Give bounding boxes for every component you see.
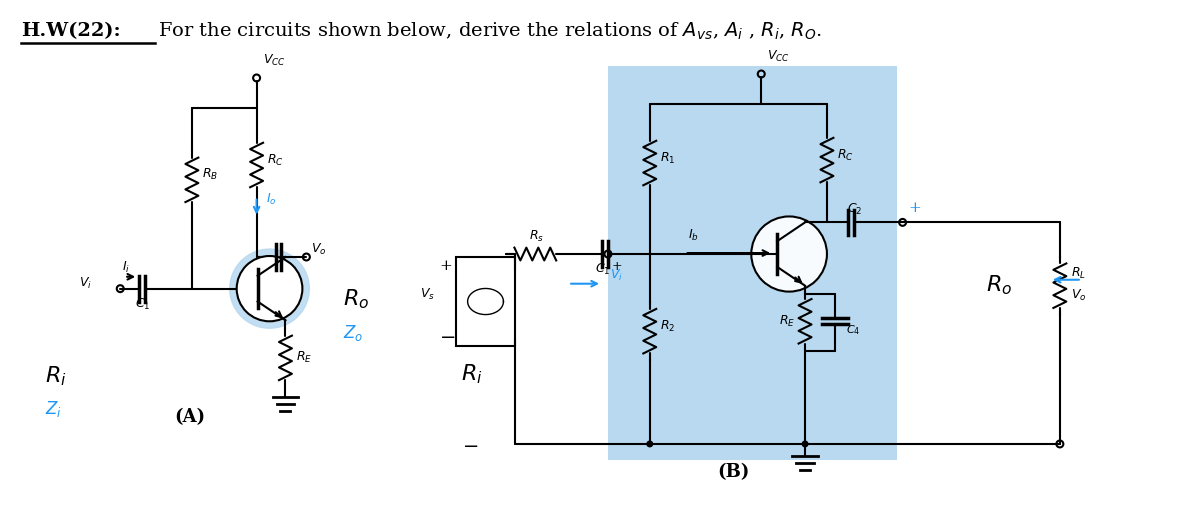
Text: $R_B$: $R_B$ (202, 168, 218, 182)
Text: $R_i$: $R_i$ (461, 363, 482, 386)
Text: (B): (B) (718, 463, 750, 481)
Text: $V_{CC}$: $V_{CC}$ (263, 53, 286, 68)
Text: $V_o$: $V_o$ (311, 242, 326, 257)
Text: $I_b$: $I_b$ (688, 228, 698, 243)
Text: $R_o$: $R_o$ (343, 287, 370, 311)
Text: $I_i$: $I_i$ (122, 260, 131, 275)
Text: $Z_o$: $Z_o$ (343, 323, 364, 343)
Text: $V_i$: $V_i$ (610, 268, 623, 283)
Circle shape (647, 441, 653, 447)
Circle shape (236, 256, 302, 321)
Text: H.W(22):: H.W(22): (20, 23, 120, 41)
Text: $C_2$: $C_2$ (275, 265, 290, 280)
Text: $R_E$: $R_E$ (296, 351, 313, 365)
Text: $C_1$: $C_1$ (595, 262, 611, 277)
Text: $R_o$: $R_o$ (986, 273, 1013, 297)
Text: $C_2$: $C_2$ (847, 201, 862, 216)
Circle shape (229, 249, 310, 328)
Text: −: − (463, 438, 479, 456)
Text: $C_1$: $C_1$ (136, 297, 151, 311)
Text: +: + (612, 260, 623, 273)
Text: $R_C$: $R_C$ (266, 153, 283, 168)
FancyBboxPatch shape (456, 257, 515, 346)
Text: $V_i$: $V_i$ (79, 276, 92, 291)
Text: +: + (908, 201, 922, 215)
Text: (A): (A) (174, 408, 205, 426)
Circle shape (751, 216, 827, 291)
Text: $C_4$: $C_4$ (846, 323, 860, 337)
Text: $V_{CC}$: $V_{CC}$ (767, 49, 790, 64)
Text: +: + (439, 259, 452, 273)
Text: $R_L$: $R_L$ (1070, 266, 1086, 281)
Text: −: − (439, 329, 456, 347)
Text: $V_o$: $V_o$ (1070, 288, 1086, 303)
Text: $R_E$: $R_E$ (779, 314, 796, 329)
Text: $R_C$: $R_C$ (836, 148, 853, 162)
Text: $V_s$: $V_s$ (420, 287, 434, 302)
Text: $I_o$: $I_o$ (265, 192, 276, 207)
FancyBboxPatch shape (608, 66, 896, 460)
Text: $R_s$: $R_s$ (529, 229, 545, 244)
Text: $R_2$: $R_2$ (660, 319, 676, 334)
Text: $R_i$: $R_i$ (44, 364, 66, 388)
Circle shape (803, 441, 808, 447)
Text: For the circuits shown below, derive the relations of $A_{vs}$, $A_i$ , $R_i$, $: For the circuits shown below, derive the… (158, 21, 822, 42)
Text: $R_1$: $R_1$ (660, 151, 676, 166)
Text: $Z_i$: $Z_i$ (44, 399, 61, 419)
